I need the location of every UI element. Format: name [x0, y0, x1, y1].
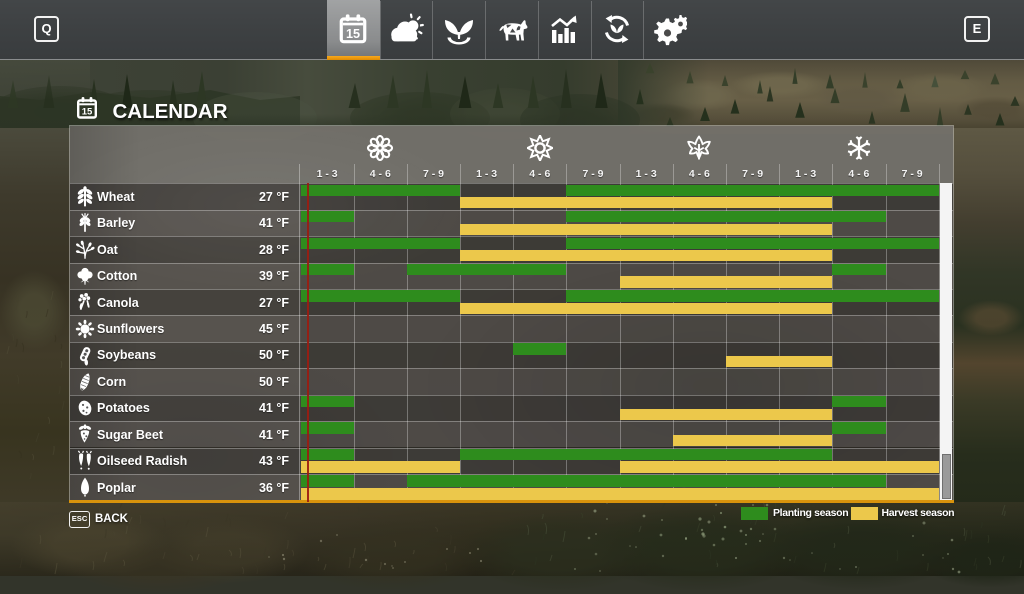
svg-text:15: 15 [346, 27, 360, 41]
svg-text:15: 15 [82, 107, 93, 118]
